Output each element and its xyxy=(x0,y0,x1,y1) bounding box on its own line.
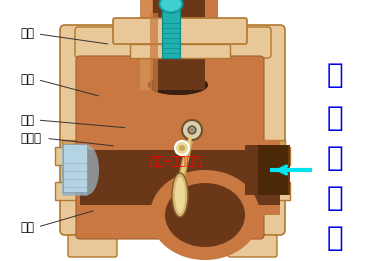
Bar xyxy=(80,150,280,205)
Ellipse shape xyxy=(75,145,99,195)
Text: 启: 启 xyxy=(327,184,344,212)
Bar xyxy=(268,182,290,200)
Bar xyxy=(62,145,87,195)
Bar xyxy=(62,145,87,195)
Text: 阀盖: 阀盖 xyxy=(21,27,34,40)
Text: 旋: 旋 xyxy=(327,224,344,252)
Bar xyxy=(162,6,180,58)
Ellipse shape xyxy=(172,173,188,217)
FancyBboxPatch shape xyxy=(76,56,264,239)
Circle shape xyxy=(179,145,185,151)
Bar xyxy=(62,140,134,195)
Text: 密封环: 密封环 xyxy=(21,132,42,145)
Bar xyxy=(258,145,288,195)
Bar xyxy=(148,0,208,85)
FancyBboxPatch shape xyxy=(113,18,247,44)
Bar xyxy=(55,147,77,165)
Text: 摇臂: 摇臂 xyxy=(21,114,34,127)
Bar xyxy=(130,44,230,58)
Circle shape xyxy=(175,141,189,155)
Bar xyxy=(153,0,205,90)
Text: 中国·多仪阀门: 中国·多仪阀门 xyxy=(150,155,203,168)
Text: 回: 回 xyxy=(327,104,344,132)
Bar xyxy=(268,147,290,165)
Ellipse shape xyxy=(150,170,260,260)
Circle shape xyxy=(182,120,202,140)
Text: 阀瓣: 阀瓣 xyxy=(21,221,34,234)
Text: 止: 止 xyxy=(327,144,344,172)
Text: 阀体: 阀体 xyxy=(21,73,34,86)
Ellipse shape xyxy=(148,75,208,95)
Circle shape xyxy=(188,126,196,134)
Bar xyxy=(150,13,158,95)
FancyBboxPatch shape xyxy=(68,235,117,257)
Ellipse shape xyxy=(148,75,208,95)
Bar xyxy=(210,140,285,195)
Bar xyxy=(140,0,152,90)
Bar xyxy=(245,145,290,195)
FancyBboxPatch shape xyxy=(228,235,277,257)
Ellipse shape xyxy=(175,177,185,213)
Bar xyxy=(55,182,77,200)
Ellipse shape xyxy=(165,183,245,247)
Ellipse shape xyxy=(159,0,183,13)
Bar xyxy=(63,144,87,192)
Ellipse shape xyxy=(161,0,181,11)
Bar xyxy=(140,0,218,90)
Bar xyxy=(80,140,280,215)
FancyBboxPatch shape xyxy=(60,25,285,235)
Text: 阀: 阀 xyxy=(327,61,344,89)
FancyBboxPatch shape xyxy=(75,27,271,58)
